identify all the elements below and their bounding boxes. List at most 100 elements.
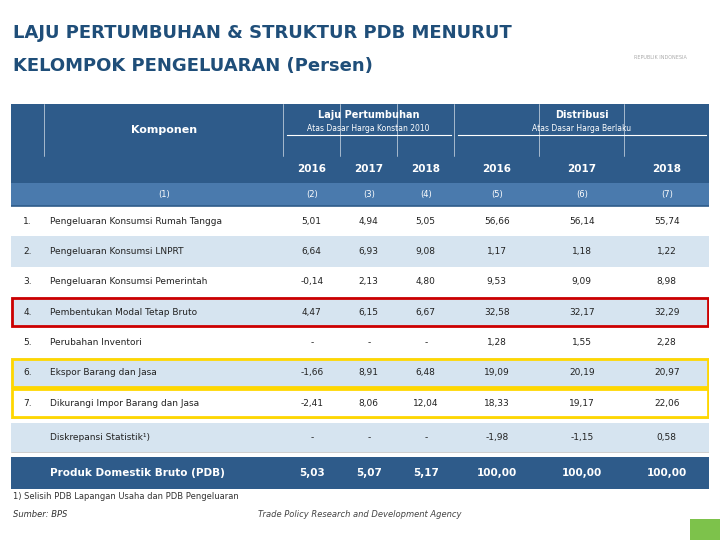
Text: 20,19: 20,19 (569, 368, 595, 377)
Bar (690, 519, 720, 540)
Text: 6,64: 6,64 (302, 247, 322, 256)
Text: 5,07: 5,07 (356, 468, 382, 478)
Text: Distribusi: Distribusi (555, 110, 608, 120)
Bar (11, 156, 709, 183)
Bar (11, 297, 709, 327)
Text: 2,28: 2,28 (657, 338, 677, 347)
Text: -1,66: -1,66 (300, 368, 323, 377)
Bar (12, 359, 708, 387)
Text: Komponen: Komponen (131, 125, 197, 135)
Text: 2018: 2018 (411, 164, 440, 174)
Text: Trade Policy Research and Development Agency: Trade Policy Research and Development Ag… (258, 510, 462, 519)
Text: 8,06: 8,06 (359, 399, 379, 408)
Text: 1,28: 1,28 (487, 338, 507, 347)
Text: 56,66: 56,66 (484, 217, 510, 226)
Text: 22,06: 22,06 (654, 399, 680, 408)
Text: Ekspor Barang dan Jasa: Ekspor Barang dan Jasa (50, 368, 157, 377)
Text: (2): (2) (306, 190, 318, 199)
Text: 5,01: 5,01 (302, 217, 322, 226)
Text: -2,41: -2,41 (300, 399, 323, 408)
Text: 6,93: 6,93 (359, 247, 379, 256)
Text: 5,03: 5,03 (299, 468, 325, 478)
Text: KELOMPOK PENGELUARAN (Persen): KELOMPOK PENGELUARAN (Persen) (13, 57, 373, 75)
Text: REPUBLIK INDONESIA: REPUBLIK INDONESIA (634, 56, 687, 60)
Bar (11, 327, 709, 357)
Text: -1,98: -1,98 (485, 433, 508, 442)
Text: 1,18: 1,18 (572, 247, 592, 256)
Text: 2018: 2018 (652, 164, 681, 174)
Text: -: - (310, 338, 313, 347)
Text: Pembentukan Modal Tetap Bruto: Pembentukan Modal Tetap Bruto (50, 308, 197, 316)
Bar (11, 457, 709, 489)
Bar (11, 104, 709, 156)
Bar (12, 298, 708, 326)
Text: (7): (7) (661, 190, 672, 199)
Text: 19,17: 19,17 (569, 399, 595, 408)
Text: 1,55: 1,55 (572, 338, 592, 347)
Text: (3): (3) (363, 190, 374, 199)
Bar (11, 237, 709, 267)
Text: 4,94: 4,94 (359, 217, 379, 226)
Text: 1.: 1. (23, 217, 32, 226)
Text: 100,00: 100,00 (562, 468, 602, 478)
Text: 100,00: 100,00 (477, 468, 517, 478)
Text: -: - (310, 433, 313, 442)
Text: -0,14: -0,14 (300, 278, 323, 286)
Text: 12,04: 12,04 (413, 399, 438, 408)
Text: 2016: 2016 (482, 164, 511, 174)
Text: 55,74: 55,74 (654, 217, 680, 226)
Text: 0,58: 0,58 (657, 433, 677, 442)
Text: 5,17: 5,17 (413, 468, 438, 478)
Text: Pengeluaran Konsumsi Pemerintah: Pengeluaran Konsumsi Pemerintah (50, 278, 207, 286)
Text: 2016: 2016 (297, 164, 326, 174)
Text: 4.: 4. (23, 308, 32, 316)
Text: (5): (5) (491, 190, 503, 199)
Text: 8,98: 8,98 (657, 278, 677, 286)
Text: PERDAGANGAN: PERDAGANGAN (634, 38, 688, 43)
Text: Produk Domestik Bruto (PDB): Produk Domestik Bruto (PDB) (50, 468, 225, 478)
Text: Diskrepansi Statistik¹): Diskrepansi Statistik¹) (50, 433, 150, 442)
Text: 9,08: 9,08 (415, 247, 436, 256)
Bar (11, 183, 709, 206)
Text: 4,80: 4,80 (416, 278, 436, 286)
Text: Pengeluaran Konsumsi Rumah Tangga: Pengeluaran Konsumsi Rumah Tangga (50, 217, 222, 226)
Text: Pengeluaran Konsumsi LNPRT: Pengeluaran Konsumsi LNPRT (50, 247, 184, 256)
Text: 9,53: 9,53 (487, 278, 507, 286)
Text: 5,05: 5,05 (415, 217, 436, 226)
Bar (11, 267, 709, 297)
Text: 3.: 3. (23, 278, 32, 286)
Text: 6,15: 6,15 (359, 308, 379, 316)
Text: 32,29: 32,29 (654, 308, 680, 316)
Text: -: - (424, 338, 428, 347)
Text: 2.: 2. (23, 247, 32, 256)
Bar (11, 388, 709, 418)
Text: Laju Pertumbuhan: Laju Pertumbuhan (318, 110, 420, 120)
Text: Sumber: BPS: Sumber: BPS (13, 510, 68, 519)
Text: 6,67: 6,67 (415, 308, 436, 316)
Bar (12, 389, 708, 417)
Text: KEMENTERIAN: KEMENTERIAN (635, 23, 686, 28)
Text: Perubahan Inventori: Perubahan Inventori (50, 338, 142, 347)
Text: -: - (367, 338, 370, 347)
Text: (4): (4) (420, 190, 432, 199)
Text: 8,91: 8,91 (359, 368, 379, 377)
Text: -1,15: -1,15 (570, 433, 593, 442)
Text: 6,48: 6,48 (416, 368, 436, 377)
Text: -: - (424, 433, 428, 442)
Text: (6): (6) (576, 190, 588, 199)
Text: Dikurangi Impor Barang dan Jasa: Dikurangi Impor Barang dan Jasa (50, 399, 199, 408)
Text: 6.: 6. (23, 368, 32, 377)
Text: 1,22: 1,22 (657, 247, 677, 256)
Text: 1) Selisih PDB Lapangan Usaha dan PDB Pengeluaran: 1) Selisih PDB Lapangan Usaha dan PDB Pe… (13, 492, 239, 502)
Text: 19,09: 19,09 (484, 368, 510, 377)
Bar (11, 357, 709, 388)
Text: 100,00: 100,00 (647, 468, 687, 478)
Text: Atas Dasar Harga Berlaku: Atas Dasar Harga Berlaku (532, 124, 631, 133)
Text: Atas Dasar Harga Konstan 2010: Atas Dasar Harga Konstan 2010 (307, 124, 430, 133)
Text: 7.: 7. (23, 399, 32, 408)
Bar (11, 423, 709, 452)
Text: 32,17: 32,17 (569, 308, 595, 316)
Text: 9,09: 9,09 (572, 278, 592, 286)
Text: 2017: 2017 (567, 164, 596, 174)
Text: 2017: 2017 (354, 164, 383, 174)
